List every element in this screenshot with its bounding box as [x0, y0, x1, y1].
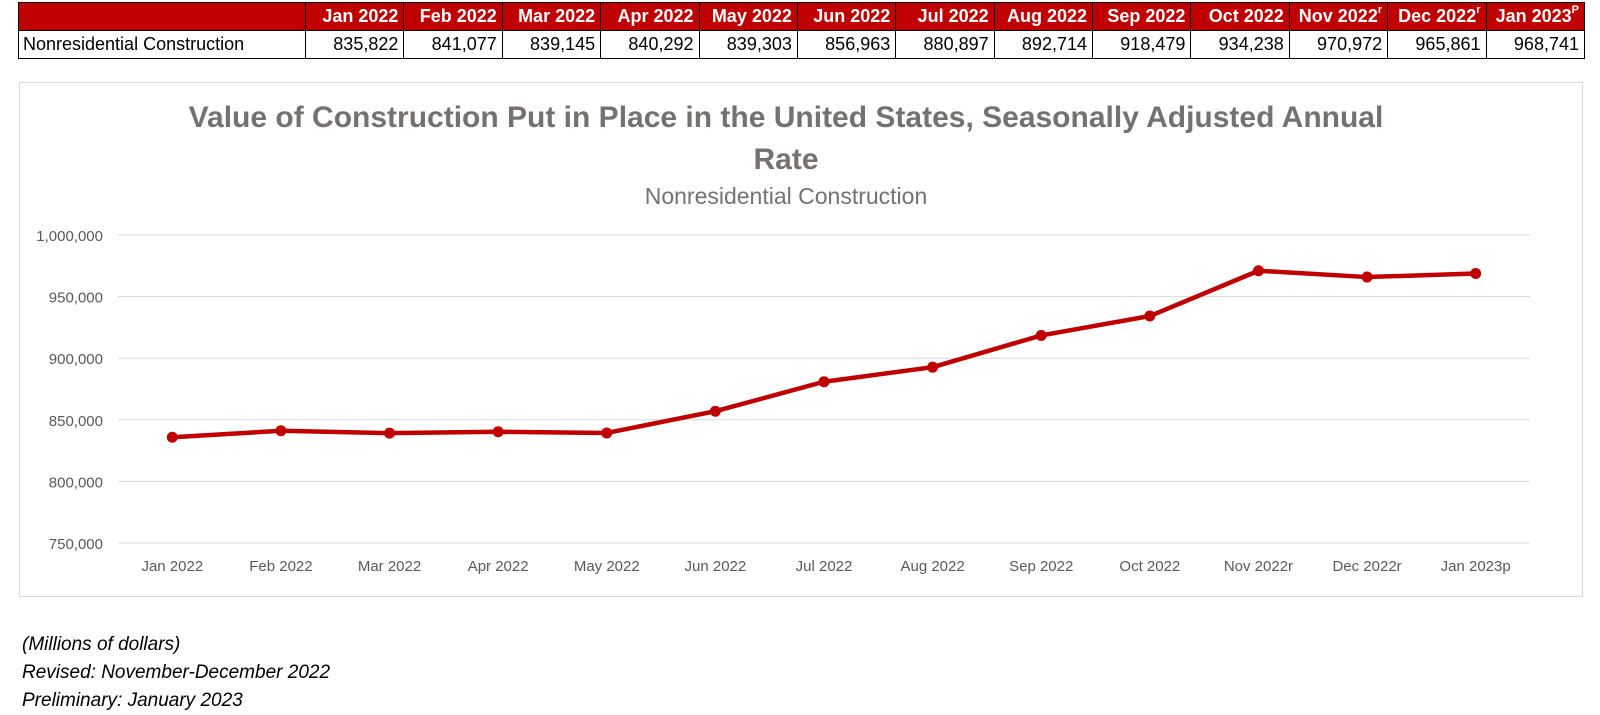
data-point — [818, 376, 830, 388]
x-tick-label: Sep 2022 — [1009, 558, 1073, 575]
y-tick-label: 800,000 — [49, 474, 103, 491]
revision-marker: r — [1476, 4, 1481, 16]
column-header-label: Sep 2022 — [1107, 6, 1186, 26]
data-point — [709, 405, 721, 417]
table-cell: 880,897 — [895, 30, 995, 59]
data-point — [275, 425, 287, 437]
row-label: Nonresidential Construction — [18, 30, 306, 59]
x-tick-label: Jun 2022 — [685, 558, 747, 575]
x-tick-label: Nov 2022r — [1224, 558, 1293, 575]
line-chart: Value of Construction Put in Place in th… — [36, 101, 1530, 575]
x-tick-label: Feb 2022 — [249, 558, 312, 575]
table-cell: 970,972 — [1288, 30, 1389, 59]
preliminary-note: Preliminary: January 2023 — [22, 690, 243, 711]
table-cell: 839,303 — [698, 30, 798, 59]
data-point — [601, 427, 613, 439]
data-point — [166, 431, 178, 443]
data-table: Jan 2022 Feb 2022 Mar 2022 Apr 2022 May 2022… — [18, 2, 1585, 59]
column-header: Apr 2022 — [600, 2, 700, 31]
column-header: Feb 2022 — [403, 2, 503, 31]
revised-note: Revised: November-December 2022 — [22, 662, 331, 683]
chart-subtitle: Nonresidential Construction — [645, 183, 928, 209]
table-cell: 835,822 — [304, 30, 405, 59]
column-header: Jul 2022 — [895, 2, 995, 31]
column-header-label: Oct 2022 — [1208, 6, 1284, 26]
column-header: Nov 2022r — [1288, 2, 1389, 31]
x-tick-label: Mar 2022 — [358, 558, 421, 575]
table-cell: 841,077 — [403, 30, 503, 59]
chart-title-line2: Rate — [753, 143, 818, 176]
data-point — [1361, 271, 1373, 283]
column-header-label: Apr 2022 — [617, 6, 694, 26]
data-point — [1035, 329, 1047, 341]
column-header-label: Jun 2022 — [813, 6, 891, 26]
column-header: Oct 2022 — [1190, 2, 1290, 31]
column-header-label: Jan 2022 — [322, 6, 399, 26]
x-tick-label: Aug 2022 — [900, 558, 964, 575]
y-tick-label: 750,000 — [49, 536, 103, 553]
column-header: Dec 2022r — [1387, 2, 1487, 31]
column-header-label: Feb 2022 — [419, 6, 497, 26]
table-cell: 892,714 — [993, 30, 1094, 59]
chart-title-line1: Value of Construction Put in Place in th… — [189, 101, 1384, 134]
data-point — [492, 426, 504, 438]
table-cell: 856,963 — [796, 30, 897, 59]
column-header-label: Dec 2022 — [1398, 6, 1477, 26]
table-cell: 918,479 — [1091, 30, 1192, 59]
column-header: Aug 2022 — [993, 2, 1094, 31]
table-cell: 968,741 — [1485, 30, 1585, 59]
x-tick-label: Oct 2022 — [1119, 558, 1180, 575]
column-header: Jan 2023P — [1485, 2, 1585, 31]
y-tick-label: 900,000 — [49, 351, 103, 368]
revision-marker: r — [1377, 4, 1383, 16]
column-header: Jun 2022 — [796, 2, 897, 31]
column-header: Jan 2022 — [304, 2, 405, 31]
revision-marker: P — [1571, 4, 1579, 16]
gridlines — [118, 234, 1530, 544]
column-header: Mar 2022 — [501, 2, 602, 31]
y-tick-label: 950,000 — [49, 290, 103, 307]
column-header-label: Aug 2022 — [1006, 6, 1087, 26]
table-corner-cell — [18, 2, 306, 31]
x-tick-label: Jul 2022 — [796, 558, 853, 575]
data-point — [384, 427, 396, 439]
table-header-row: Jan 2022 Feb 2022 Mar 2022 Apr 2022 May 2022… — [18, 2, 1585, 31]
chart-area: Value of Construction Put in Place in th… — [19, 82, 1583, 597]
column-header-label: Nov 2022 — [1298, 6, 1378, 26]
x-axis: Jan 2022 Feb 2022 Mar 2022 Apr 2022 May 2022… — [141, 558, 1510, 575]
table-cell: 934,238 — [1190, 30, 1290, 59]
column-header: May 2022 — [698, 2, 798, 31]
x-tick-label: Dec 2022r — [1332, 558, 1401, 575]
notes: (Millions of dollars) Revised: November-… — [22, 631, 330, 715]
table-cell: 965,861 — [1387, 30, 1487, 59]
y-tick-label: 850,000 — [49, 413, 103, 430]
column-header: Sep 2022 — [1091, 2, 1192, 31]
data-point — [1144, 310, 1156, 322]
x-tick-label: Jan 2023p — [1441, 558, 1511, 575]
column-header-label: Mar 2022 — [518, 6, 596, 26]
y-axis: 750,000 800,000 850,000 900,000 950,000 1,000… — [36, 228, 103, 553]
table-cell: 839,145 — [501, 30, 602, 59]
table-row: Nonresidential Construction 835,822 841,0… — [18, 30, 1585, 59]
data-point — [1252, 265, 1264, 277]
y-tick-label: 1,000,000 — [36, 228, 103, 245]
units-note: (Millions of dollars) — [22, 634, 181, 655]
x-tick-label: Jan 2022 — [141, 558, 203, 575]
x-tick-label: May 2022 — [574, 558, 640, 575]
data-point — [1470, 268, 1482, 280]
series-layer — [166, 265, 1482, 443]
table-cell: 840,292 — [600, 30, 700, 59]
x-tick-label: Apr 2022 — [468, 558, 529, 575]
column-header-label: Jan 2023 — [1495, 6, 1572, 26]
series-line — [170, 268, 1478, 440]
column-header-label: Jul 2022 — [917, 6, 989, 26]
column-header-label: May 2022 — [711, 6, 792, 26]
data-point — [927, 361, 939, 373]
